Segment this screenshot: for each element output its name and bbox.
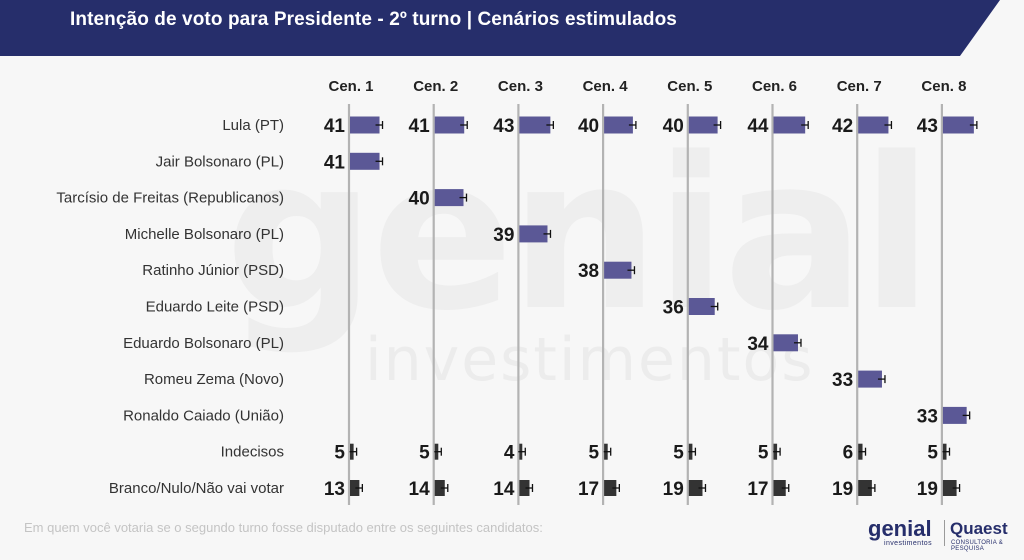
value-label: 17 bbox=[747, 479, 768, 500]
bar bbox=[434, 480, 445, 496]
value-label: 33 bbox=[832, 370, 853, 391]
value-label: 38 bbox=[578, 261, 599, 282]
value-label: 36 bbox=[663, 298, 684, 319]
bar bbox=[519, 225, 548, 243]
value-label: 40 bbox=[409, 189, 430, 210]
quaest-logo: Quaest bbox=[950, 519, 1008, 538]
scenario-header: Cen. 1 bbox=[328, 78, 373, 95]
bar bbox=[434, 189, 464, 207]
value-label: 19 bbox=[917, 479, 938, 500]
bar bbox=[773, 334, 798, 352]
bar bbox=[350, 152, 380, 170]
bar bbox=[519, 480, 530, 496]
bar bbox=[350, 480, 360, 496]
row-label: Ratinho Júnior (PSD) bbox=[142, 262, 284, 279]
value-label: 40 bbox=[578, 116, 599, 137]
row-label: Lula (PT) bbox=[222, 117, 284, 134]
scenario-header: Cen. 3 bbox=[498, 78, 543, 95]
bar bbox=[434, 116, 465, 134]
question-footnote: Em quem você votaria se o segundo turno … bbox=[24, 520, 543, 535]
value-label: 43 bbox=[493, 116, 514, 137]
bar bbox=[858, 480, 872, 496]
scenario-header: Cen. 6 bbox=[752, 78, 797, 95]
value-label: 13 bbox=[324, 479, 345, 500]
bar bbox=[773, 116, 806, 134]
value-label: 4 bbox=[504, 443, 515, 464]
page-title: Intenção de voto para Presidente - 2º tu… bbox=[70, 9, 677, 30]
bar bbox=[688, 116, 718, 134]
value-label: 19 bbox=[832, 479, 853, 500]
bar bbox=[942, 480, 957, 496]
row-label: Michelle Bolsonaro (PL) bbox=[125, 226, 284, 243]
value-label: 5 bbox=[334, 443, 345, 464]
bar bbox=[350, 116, 380, 134]
value-label: 5 bbox=[419, 443, 430, 464]
bar bbox=[858, 370, 882, 388]
quaest-logo-subtitle: CONSULTORIA & PESQUISA bbox=[951, 540, 1004, 552]
bar bbox=[688, 298, 715, 315]
value-label: 42 bbox=[832, 116, 853, 137]
row-label: Jair Bolsonaro (PL) bbox=[156, 153, 284, 170]
value-label: 6 bbox=[843, 443, 854, 464]
logo-divider bbox=[944, 520, 945, 546]
scenario-header: Cen. 8 bbox=[921, 78, 966, 95]
value-label: 41 bbox=[409, 116, 431, 137]
bar bbox=[604, 116, 633, 134]
value-label: 33 bbox=[917, 406, 938, 427]
value-label: 40 bbox=[663, 116, 684, 137]
scenario-header: Cen. 5 bbox=[667, 78, 712, 95]
value-label: 39 bbox=[493, 225, 514, 246]
value-label: 5 bbox=[758, 443, 769, 464]
bar bbox=[773, 480, 786, 496]
value-label: 19 bbox=[663, 479, 684, 500]
value-label: 41 bbox=[324, 116, 346, 137]
scenario-header: Cen. 4 bbox=[583, 78, 629, 95]
bar bbox=[519, 116, 551, 134]
value-label: 43 bbox=[917, 116, 938, 137]
bar bbox=[942, 116, 974, 134]
watermark-investimentos: investimentos bbox=[365, 325, 815, 395]
genial-logo-subtitle: investimentos bbox=[884, 540, 932, 547]
vote-intention-chart: Cen. 1 Cen. 2 Cen. 3 Cen. 4 Cen. 5 Cen. 6 Cen.… bbox=[56, 78, 978, 505]
value-label: 41 bbox=[324, 152, 346, 173]
value-label: 34 bbox=[747, 334, 769, 355]
bar bbox=[688, 480, 703, 496]
row-label: Eduardo Bolsonaro (PL) bbox=[123, 335, 284, 352]
value-label: 17 bbox=[578, 479, 599, 500]
row-label: Ronaldo Caiado (União) bbox=[123, 407, 284, 424]
value-label: 5 bbox=[589, 443, 600, 464]
row-label: Eduardo Leite (PSD) bbox=[146, 299, 284, 316]
genial-logo: genial bbox=[868, 516, 932, 541]
bar bbox=[604, 480, 617, 496]
bar bbox=[858, 116, 889, 134]
bar bbox=[942, 406, 967, 424]
value-label: 5 bbox=[673, 443, 684, 464]
scenario-header: Cen. 7 bbox=[837, 78, 882, 95]
row-label: Branco/Nulo/Não vai votar bbox=[109, 480, 284, 497]
row-label: Indecisos bbox=[221, 444, 284, 461]
header-banner bbox=[0, 0, 1000, 56]
row-label: Tarcísio de Freitas (Republicanos) bbox=[56, 190, 284, 207]
scenario-header: Cen. 2 bbox=[413, 78, 458, 95]
value-label: 14 bbox=[493, 479, 515, 500]
value-label: 44 bbox=[747, 116, 769, 137]
value-label: 5 bbox=[927, 443, 938, 464]
bar bbox=[604, 261, 632, 279]
value-label: 14 bbox=[409, 479, 431, 500]
row-label: Romeu Zema (Novo) bbox=[144, 371, 284, 388]
watermark-genial: genial bbox=[225, 112, 933, 357]
